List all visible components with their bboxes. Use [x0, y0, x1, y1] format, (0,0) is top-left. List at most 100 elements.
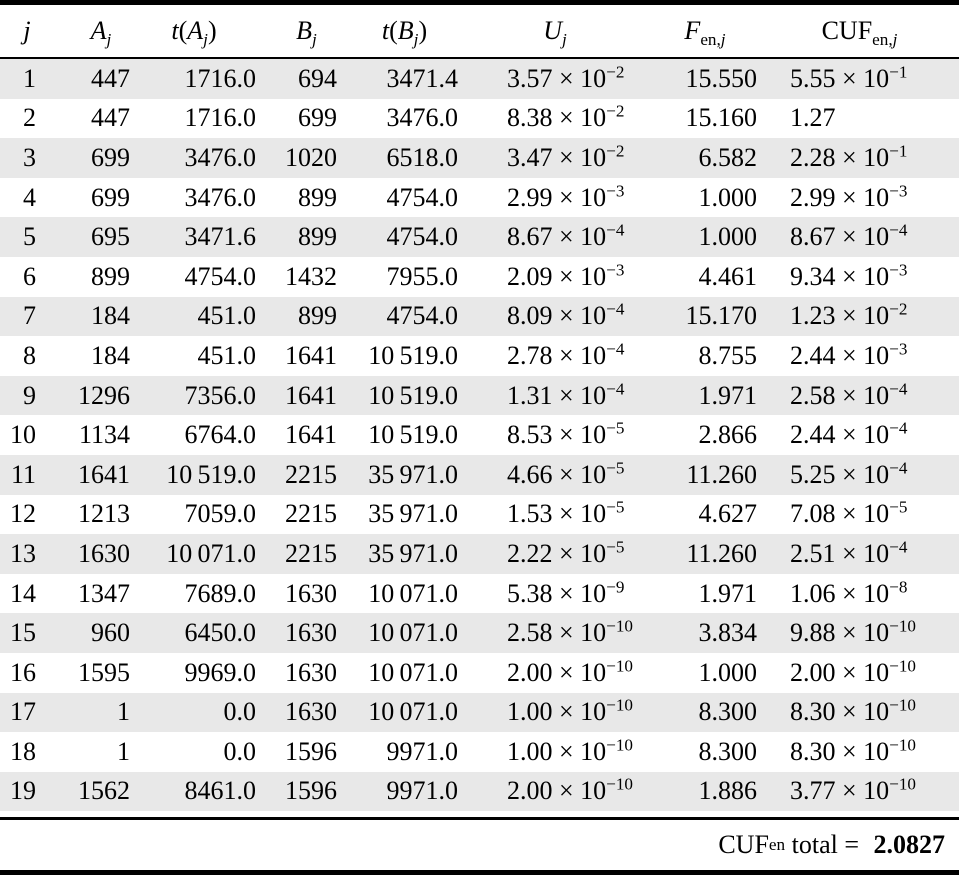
cell-CUFenj: 3.77 × 10−10: [790, 774, 917, 806]
exponent: −10: [606, 735, 634, 755]
text-segment: j: [312, 30, 317, 50]
exponent: −10: [889, 735, 917, 755]
exponent: −3: [606, 180, 625, 200]
cell-CUFenj: 7.08 × 10−5: [790, 497, 908, 529]
exponent: −5: [606, 497, 625, 517]
exponent: −10: [889, 774, 917, 794]
cell-Aj: 1641: [78, 459, 130, 489]
text-segment: j: [203, 30, 208, 50]
exponent: −3: [606, 260, 625, 280]
cell-Uj: 4.66 × 10−5: [507, 458, 625, 489]
cell-tBj: 4754.0: [386, 222, 459, 252]
table-row: 17 1 0.0 1630 10 071.0 1.00 × 10−10 8.300 8.30 …: [0, 692, 959, 733]
table-row: 2 447 1716.0 699 3476.0 8.38 × 10−2 15.160 1.27: [0, 99, 959, 139]
header-cell-Fenj: Fen,j: [650, 5, 760, 59]
cell-Uj: 3.57 × 10−2: [507, 62, 625, 93]
exponent: −9: [606, 576, 625, 596]
cell-Aj: 1347: [78, 578, 130, 608]
cell-Uj: 2.78 × 10−4: [507, 339, 625, 370]
cell-Fenj: 11.260: [686, 538, 757, 568]
header-cell-Uj: Uj: [460, 5, 650, 59]
cell-CUFenj: 2.58 × 10−4: [790, 378, 908, 410]
exponent: −4: [889, 458, 908, 478]
cell-Fenj: 4.627: [698, 499, 758, 529]
text-segment: (: [389, 16, 398, 45]
text-segment: (: [178, 16, 188, 45]
exponent: −10: [606, 616, 634, 636]
cell-tBj: 10 071.0: [368, 618, 458, 648]
cell-j: 1: [23, 63, 36, 93]
cell-Aj: 1: [117, 736, 130, 766]
exponent: −2: [889, 299, 908, 319]
cell-tBj: 10 071.0: [368, 578, 458, 608]
table-row: 4 699 3476.0 899 4754.0 2.99 × 10−3 1.000 2.99 …: [0, 178, 959, 218]
exponent: −4: [889, 220, 908, 240]
cell-Aj: 899: [91, 261, 130, 291]
cell-CUFenj: 8.30 × 10−10: [790, 695, 917, 727]
text-segment: t: [171, 16, 179, 45]
cell-Bj: 899: [298, 182, 337, 212]
cell-tBj: 9971.0: [386, 736, 459, 766]
cell-tBj: 6518.0: [386, 142, 459, 172]
exponent: −10: [606, 656, 634, 676]
cell-CUFenj: 5.25 × 10−4: [790, 458, 908, 489]
cell-Fenj: 15.550: [685, 63, 758, 93]
cell-Aj: 1213: [78, 499, 130, 529]
cell-Uj: 1.31 × 10−4: [507, 378, 625, 410]
cell-CUFenj: 2.44 × 10−3: [790, 339, 908, 370]
cell-tBj: 4754.0: [386, 182, 459, 212]
cell-tAj: 3476.0: [184, 142, 257, 172]
exponent: −4: [606, 220, 625, 240]
text-segment: j: [562, 30, 567, 50]
exponent: −10: [889, 695, 917, 715]
cell-Bj: 899: [298, 301, 337, 331]
cell-CUFenj: 2.99 × 10−3: [790, 180, 908, 212]
cell-Bj: 2215: [285, 499, 337, 529]
cell-Uj: 2.22 × 10−5: [507, 537, 625, 568]
cell-tAj: 7059.0: [184, 499, 257, 529]
table-row: 15 960 6450.0 1630 10 071.0 2.58 × 10−10 3.834…: [0, 613, 959, 653]
cell-j: 10: [10, 420, 36, 450]
exponent: −10: [606, 695, 634, 715]
cell-Bj: 1630: [285, 578, 337, 608]
text-segment: j: [23, 16, 31, 45]
cell-tAj: 0.0: [223, 736, 257, 766]
header-row: j Aj t(Aj) Bj t(Bj) Uj Fen,j CUFen,j: [0, 5, 959, 59]
cell-Aj: 699: [91, 142, 130, 172]
cell-Uj: 8.38 × 10−2: [507, 101, 625, 133]
cell-Aj: 447: [91, 63, 130, 93]
exponent: −4: [889, 537, 908, 557]
exponent: −2: [606, 141, 625, 161]
table-row: 18 1 0.0 1596 9971.0 1.00 × 10−10 8.300 8.30 × …: [0, 732, 959, 772]
table-row: 5 695 3471.6 899 4754.0 8.67 × 10−4 1.000 8.67 …: [0, 217, 959, 257]
cell-tAj: 10 071.0: [166, 538, 256, 568]
exponent: −4: [606, 378, 625, 398]
table-header: j Aj t(Aj) Bj t(Bj) Uj Fen,j CUFen,j: [0, 5, 959, 59]
cell-Bj: 1641: [285, 380, 337, 410]
total-value: 2.0827: [873, 830, 946, 860]
total-label-cuf: CUF: [718, 830, 769, 860]
text-segment: j: [720, 30, 726, 50]
cell-Uj: 1.53 × 10−5: [507, 497, 625, 529]
cell-Fenj: 1.000: [698, 657, 758, 687]
cell-Bj: 1596: [285, 736, 337, 766]
header-cell-CUFenj: CUFen,j: [760, 5, 959, 59]
cell-Aj: 184: [91, 301, 130, 331]
text-segment: t: [381, 16, 390, 45]
cell-Fenj: 8.300: [698, 697, 758, 727]
cell-CUFenj: 1.23 × 10−2: [790, 299, 908, 331]
cell-Fenj: 1.000: [698, 182, 758, 212]
cell-Uj: 1.00 × 10−10: [507, 735, 634, 766]
cell-tAj: 6764.0: [184, 420, 257, 450]
cell-Aj: 1134: [78, 420, 130, 450]
exponent: −10: [889, 656, 917, 676]
cell-tAj: 10 519.0: [166, 459, 256, 489]
exponent: −10: [606, 774, 634, 794]
exponent: −4: [889, 378, 908, 398]
header-cell-tAj: t(Aj): [132, 5, 256, 59]
text-segment: A: [90, 16, 107, 45]
cell-Uj: 8.67 × 10−4: [507, 220, 625, 252]
cell-tAj: 4754.0: [184, 261, 257, 291]
cell-tBj: 9971.0: [386, 776, 459, 806]
cell-tAj: 451.0: [197, 301, 257, 331]
